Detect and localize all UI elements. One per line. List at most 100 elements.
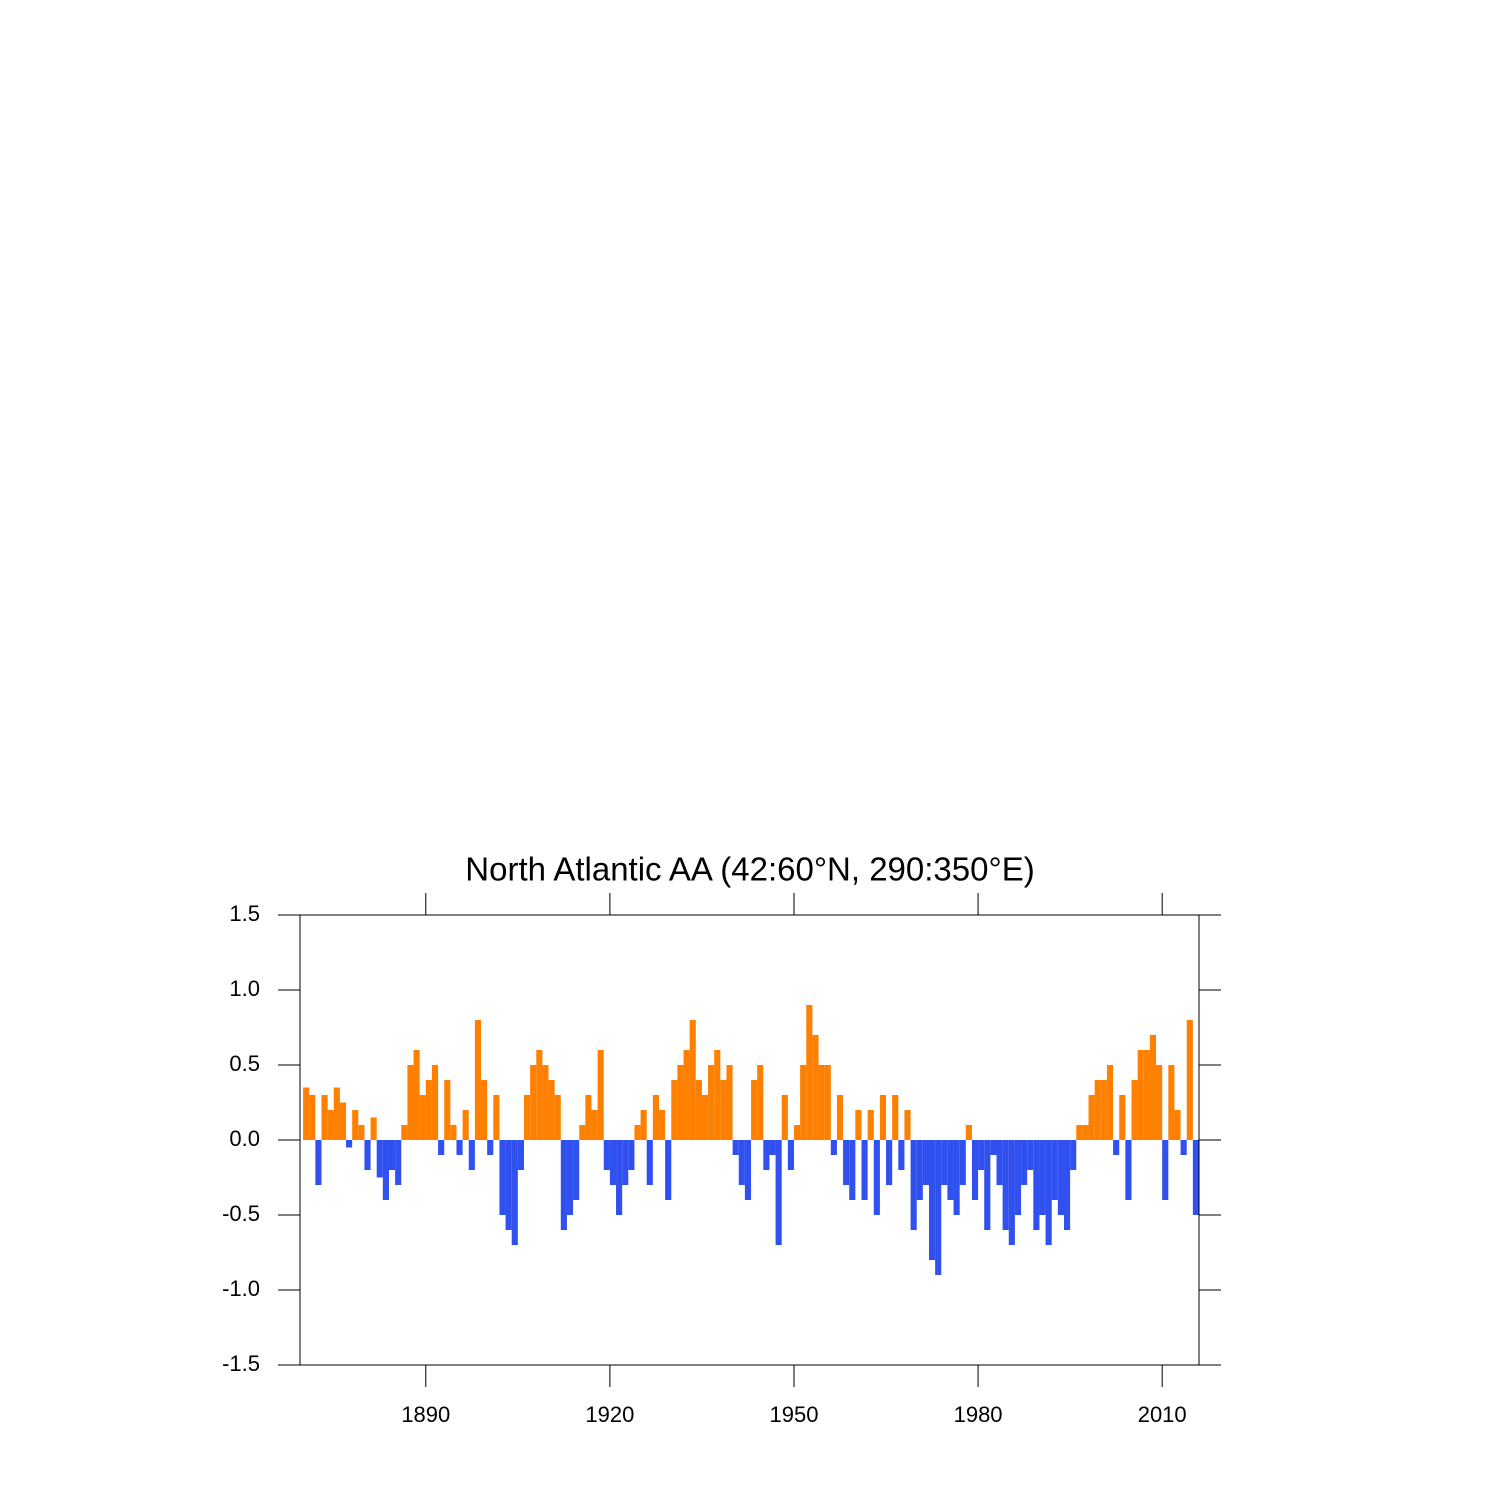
bar — [818, 1065, 825, 1140]
bar — [726, 1065, 733, 1140]
bar — [1051, 1140, 1058, 1200]
x-tick-label: 1980 — [954, 1402, 1003, 1427]
bar — [873, 1140, 880, 1215]
bar — [781, 1095, 788, 1140]
y-tick-label: 1.0 — [229, 976, 260, 1001]
bar — [1131, 1080, 1138, 1140]
bar — [640, 1110, 647, 1140]
y-tick-label: 0.5 — [229, 1051, 260, 1076]
bar — [481, 1080, 488, 1140]
bar — [499, 1140, 506, 1215]
bar — [346, 1140, 353, 1148]
bar — [1119, 1095, 1126, 1140]
bar — [315, 1140, 322, 1185]
bar — [978, 1140, 985, 1170]
bar — [769, 1140, 776, 1155]
bar — [824, 1065, 831, 1140]
bar — [609, 1140, 617, 1185]
bar — [751, 1080, 758, 1140]
x-tick-label: 1920 — [585, 1402, 634, 1427]
bar — [898, 1140, 905, 1170]
bar — [493, 1095, 500, 1140]
x-tick-label: 1950 — [770, 1402, 819, 1427]
bar — [1174, 1110, 1181, 1140]
bar — [1162, 1140, 1169, 1200]
bar — [1180, 1140, 1187, 1155]
bar — [468, 1140, 475, 1170]
bar — [585, 1095, 592, 1140]
bar — [1082, 1125, 1089, 1140]
bar — [652, 1095, 659, 1140]
y-tick-label: -1.0 — [222, 1276, 260, 1301]
bar — [634, 1125, 641, 1140]
bar — [1192, 1140, 1199, 1215]
y-tick-label: -0.5 — [222, 1201, 260, 1226]
bar — [1070, 1140, 1077, 1170]
bar — [431, 1065, 439, 1140]
bar — [935, 1140, 942, 1275]
bar — [646, 1140, 653, 1185]
bar — [352, 1110, 359, 1140]
bar — [560, 1140, 567, 1230]
bar — [333, 1087, 340, 1140]
bar — [879, 1095, 887, 1140]
bar — [947, 1140, 954, 1200]
bar — [763, 1140, 770, 1170]
bar — [364, 1140, 371, 1170]
bar — [1014, 1140, 1022, 1215]
bar — [708, 1065, 715, 1140]
bar — [622, 1140, 629, 1185]
bar — [517, 1140, 524, 1170]
bar — [321, 1095, 328, 1140]
bar — [720, 1080, 727, 1140]
bar — [523, 1095, 531, 1140]
bar — [339, 1102, 347, 1140]
bar — [303, 1087, 310, 1140]
bar — [327, 1110, 334, 1140]
y-tick-label: -1.5 — [222, 1351, 260, 1376]
bar — [732, 1140, 739, 1155]
bar — [1168, 1065, 1175, 1140]
bar — [1045, 1140, 1052, 1245]
bar — [738, 1140, 745, 1185]
bar — [806, 1005, 813, 1140]
bar — [413, 1050, 420, 1140]
bar — [787, 1140, 794, 1170]
bar — [1008, 1140, 1015, 1245]
bar — [683, 1050, 690, 1140]
bar — [628, 1140, 635, 1170]
bar — [984, 1140, 991, 1230]
bar — [800, 1065, 807, 1140]
y-tick-label: 1.5 — [229, 901, 260, 926]
bar — [892, 1095, 899, 1140]
bar — [959, 1140, 966, 1185]
bar — [677, 1065, 684, 1140]
bar — [1021, 1140, 1028, 1185]
bar — [1137, 1050, 1144, 1140]
bar — [971, 1140, 979, 1200]
bar — [941, 1140, 948, 1185]
bar — [1088, 1095, 1095, 1140]
bar — [1156, 1065, 1163, 1140]
bar — [1113, 1140, 1120, 1155]
bar — [370, 1117, 377, 1140]
bar — [990, 1140, 997, 1155]
bar — [536, 1050, 543, 1140]
bar — [511, 1140, 518, 1245]
bar — [886, 1140, 893, 1185]
bar — [904, 1110, 911, 1140]
bar — [928, 1140, 936, 1260]
bar — [487, 1140, 494, 1155]
bar — [855, 1110, 862, 1140]
bar — [1057, 1140, 1064, 1215]
bar — [689, 1020, 696, 1140]
x-tick-label: 2010 — [1138, 1402, 1187, 1427]
bar — [382, 1140, 389, 1200]
bar — [395, 1140, 402, 1185]
bar — [450, 1125, 457, 1140]
bar — [1039, 1140, 1046, 1215]
bar — [309, 1095, 316, 1140]
bars — [303, 1005, 1199, 1275]
bar — [695, 1080, 702, 1140]
bar — [701, 1095, 709, 1140]
